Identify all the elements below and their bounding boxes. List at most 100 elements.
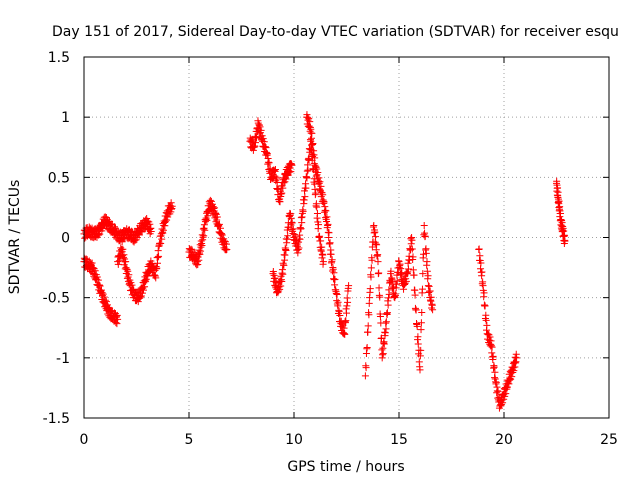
data-point-fill [367,264,375,272]
x-tick-label: 0 [80,432,89,448]
data-point-fill [251,132,259,140]
data-point-fill [379,350,387,358]
data-point-fill [315,221,322,229]
data-point-fill [338,323,346,331]
data-point-fill [279,184,287,192]
data-point-fill [335,308,343,316]
data-point-fill [128,281,136,289]
data-point-fill [284,171,292,179]
data-point-fill [318,243,326,251]
data-point-fill [365,311,373,319]
data-point-fill [364,322,372,330]
data-point-fill [94,276,102,284]
data-point-fill [303,167,311,175]
data-point-fill [161,222,169,230]
data-point-fill [271,165,279,173]
data-point-fill [380,340,388,348]
data-point-fill [259,135,267,143]
data-point-fill [100,293,108,301]
data-point-fill [99,290,107,298]
data-point-fill [491,368,499,376]
data-point [319,258,327,266]
data-point-fill [385,294,392,302]
y-tick-label: -0.5 [43,291,70,307]
data-point-fill [282,175,290,183]
data-point-fill [505,380,513,388]
data-point [382,318,390,326]
data-point [370,221,378,229]
data-point-fill [406,256,413,264]
data-point-fill [383,309,391,317]
data-point-fill [374,251,382,259]
data-point-fill [260,138,268,146]
data-point-fill [251,142,259,150]
data-point-fill [382,325,390,333]
data-point-fill [371,228,379,236]
data-point-fill [312,189,320,197]
data-point-fill [99,292,107,300]
data-point-fill [163,216,171,224]
data-point-fill [199,233,207,241]
data-point-fill [197,243,205,251]
data-point-fill [95,231,103,239]
data-point-fill [152,274,160,282]
data-point-fill [287,168,295,176]
y-tick-label: -1 [56,351,70,367]
data-point [294,246,302,254]
data-point-fill [212,209,220,217]
plot-frame [83,56,610,419]
data-point-fill [158,235,166,243]
data-point-fill [408,245,416,253]
data-point-fill [113,312,121,320]
data-point-fill [393,277,401,285]
data-point-fill [376,313,384,321]
data-point-fill [120,251,128,259]
data-point-fill [325,229,333,237]
data-point-fill [213,213,221,221]
data-point-fill [198,242,206,250]
data-point-fill [297,225,305,233]
data-point-fill [278,189,286,197]
data-point-fill [422,249,430,257]
data-point-fill [110,223,118,231]
data-point-fill [299,207,307,215]
data-point-fill [113,320,121,328]
data-point-fill [412,306,420,314]
data-point-fill [510,367,518,375]
data-point-fill [217,224,224,232]
data-point-fill [364,328,372,336]
data-point-fill [423,267,431,275]
data-point-fill [276,285,284,293]
data-point-fill [480,289,488,297]
data-point-fill [558,219,566,227]
data-point-fill [294,242,301,250]
x-tick-label: 10 [285,432,303,448]
data-point-fill [384,301,392,309]
data-point-fill [94,230,102,238]
data-point-fill [278,278,286,286]
data-point-fill [418,285,426,293]
data-point [168,202,176,210]
data-point-fill [324,220,332,228]
tick-layer [83,56,610,419]
data-point-fill [378,346,386,354]
data-point-fill [283,235,291,243]
data-point-fill [414,340,422,348]
data-point-fill [135,231,143,239]
data-point-fill [368,256,376,264]
data-point-fill [102,298,110,306]
data-point-fill [423,258,431,266]
data-point-fill [91,267,99,275]
data-point-fill [343,309,350,317]
y-tick-label: 0.5 [48,170,70,186]
data-point-fill [492,378,500,386]
data-point-fill [393,280,401,288]
data-point-fill [288,226,296,234]
data-point-fill [305,115,313,123]
data-point [374,258,382,266]
data-point-fill [304,116,312,124]
data-point-fill [319,251,327,259]
data-point-fill [167,199,175,207]
data-point-fill [287,210,294,218]
